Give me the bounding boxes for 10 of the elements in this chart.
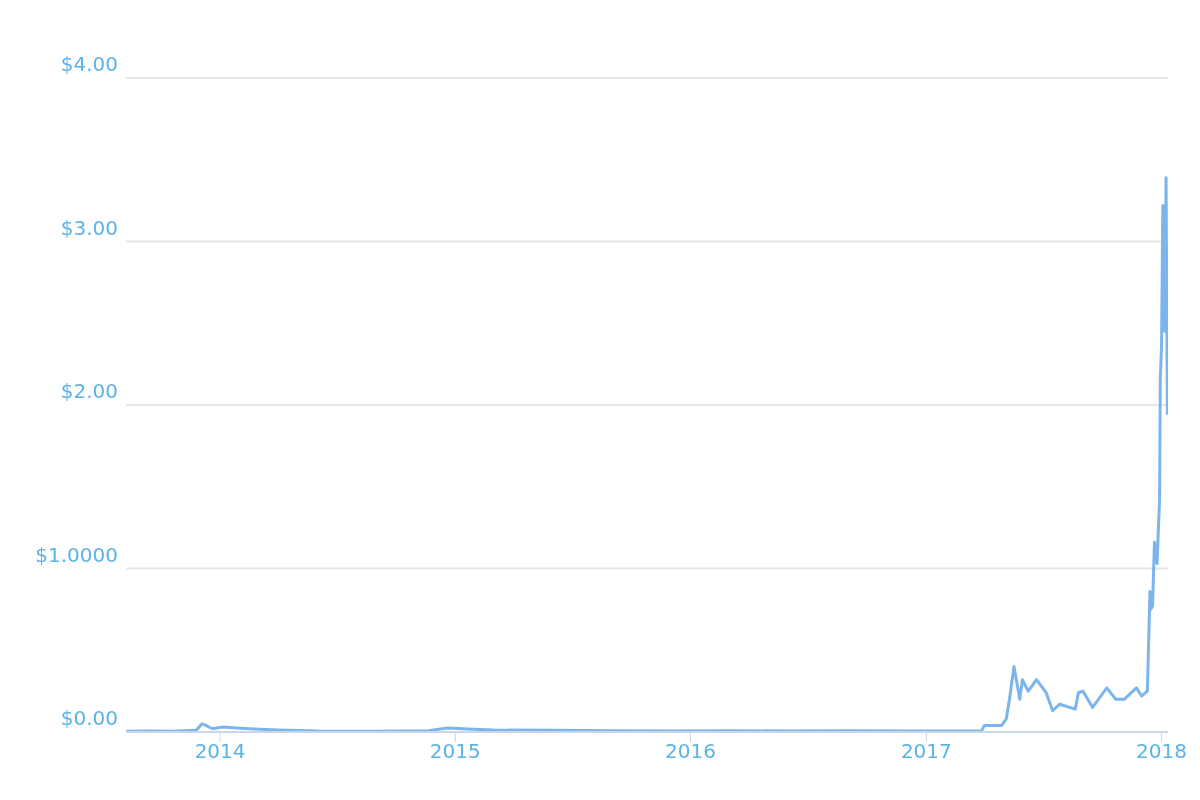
y-tick-label: $3.00	[60, 215, 118, 240]
x-tick-label: 2018	[1136, 739, 1188, 764]
x-tick-label: 2017	[900, 739, 952, 764]
y-tick-label: $2.00	[60, 379, 118, 404]
x-tick-label: 2014	[194, 739, 246, 764]
x-tick-label: 2015	[429, 739, 481, 764]
y-tick-label: $0.00	[60, 706, 118, 731]
x-tick-label: 2016	[665, 739, 716, 764]
y-tick-label: $4.00	[60, 52, 118, 77]
y-tick-label: $1.0000	[35, 542, 118, 567]
